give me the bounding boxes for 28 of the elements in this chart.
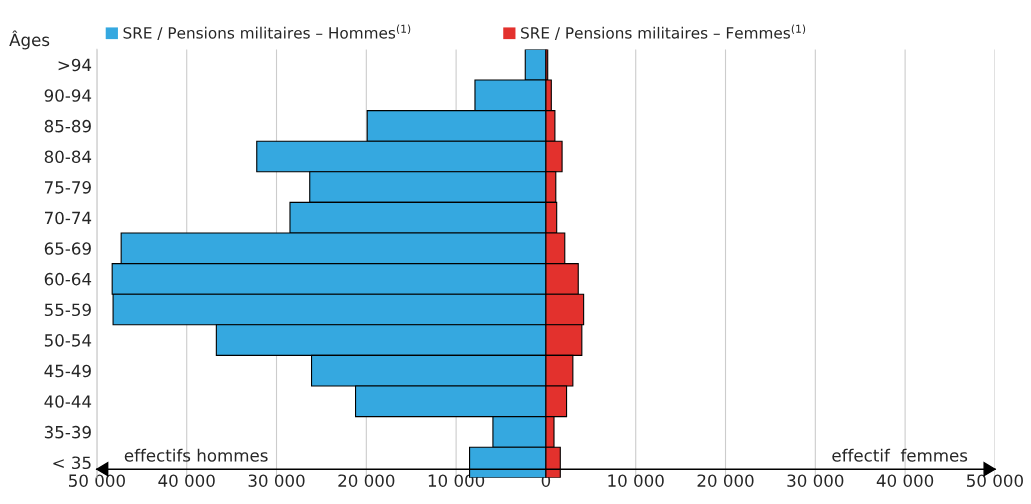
y-tick-label: 35-39 xyxy=(44,425,91,439)
x-tick-label: 20 000 xyxy=(697,474,754,487)
x-tick-label: 40 000 xyxy=(158,474,215,487)
legend-label: SRE / Pensions militaires – Hommes$^{(1)}$ xyxy=(123,24,411,40)
y-tick-label: 40-44 xyxy=(44,395,92,408)
x-tick-label: 40 000 xyxy=(876,474,934,487)
y-tick-label: 55-59 xyxy=(44,303,91,317)
y-tick-label: 45-49 xyxy=(44,364,91,378)
y-axis-title: Âges xyxy=(9,30,50,50)
annotation: effectifs hommes xyxy=(124,448,268,462)
x-tick-label: 30 000 xyxy=(787,474,844,487)
x-tick-label: 10 000 xyxy=(608,474,664,487)
y-tick-label: 80-84 xyxy=(44,150,92,164)
y-tick-label: 85-89 xyxy=(44,119,91,133)
legend-label: SRE / Pensions militaires – Femmes$^{(1)}$ xyxy=(521,24,806,40)
y-tick-label: 70-74 xyxy=(44,211,92,225)
y-tick-label: 75-79 xyxy=(44,181,91,194)
y-tick-label: < 35 xyxy=(53,456,91,470)
x-tick-label: 50 000 xyxy=(69,474,125,487)
y-tick-label: 65-69 xyxy=(44,242,91,255)
x-tick-label: 30 000 xyxy=(248,474,305,487)
y-tick-label: 60-64 xyxy=(44,272,92,286)
x-tick-label: 50 000 xyxy=(967,474,1023,487)
annotation: effectif femmes xyxy=(832,448,968,462)
y-tick-label: >94 xyxy=(58,58,92,72)
x-tick-label: 20 000 xyxy=(338,474,395,487)
y-tick-label: 50-54 xyxy=(44,334,92,347)
y-tick-label: 90-94 xyxy=(44,89,92,102)
